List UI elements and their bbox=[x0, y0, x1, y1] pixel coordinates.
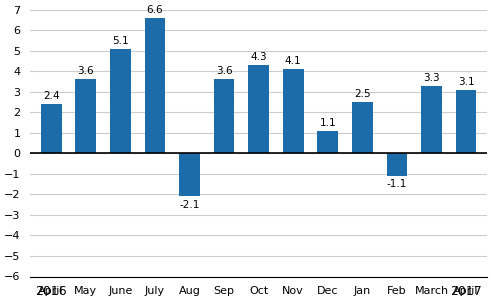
Bar bbox=[248, 65, 269, 153]
Text: 2.4: 2.4 bbox=[43, 91, 59, 101]
Text: 5.1: 5.1 bbox=[112, 36, 129, 46]
Text: 3.6: 3.6 bbox=[78, 66, 94, 76]
Text: -2.1: -2.1 bbox=[179, 200, 200, 210]
Bar bbox=[110, 49, 131, 153]
Bar bbox=[144, 18, 165, 153]
Bar bbox=[75, 79, 96, 153]
Text: 3.6: 3.6 bbox=[216, 66, 232, 76]
Text: 3.1: 3.1 bbox=[458, 77, 474, 87]
Bar bbox=[352, 102, 373, 153]
Bar bbox=[41, 104, 61, 153]
Text: 4.3: 4.3 bbox=[250, 52, 267, 62]
Bar bbox=[421, 86, 442, 153]
Text: 2016: 2016 bbox=[35, 285, 67, 298]
Bar bbox=[456, 90, 476, 153]
Bar bbox=[179, 153, 200, 197]
Bar bbox=[317, 131, 338, 153]
Bar bbox=[283, 69, 303, 153]
Text: 2017: 2017 bbox=[450, 285, 482, 298]
Text: 3.3: 3.3 bbox=[423, 72, 440, 82]
Text: 6.6: 6.6 bbox=[146, 5, 163, 15]
Text: 4.1: 4.1 bbox=[285, 56, 301, 66]
Text: 2.5: 2.5 bbox=[354, 89, 371, 99]
Text: -1.1: -1.1 bbox=[387, 179, 407, 189]
Text: 1.1: 1.1 bbox=[320, 118, 336, 128]
Bar bbox=[386, 153, 408, 176]
Bar bbox=[214, 79, 234, 153]
